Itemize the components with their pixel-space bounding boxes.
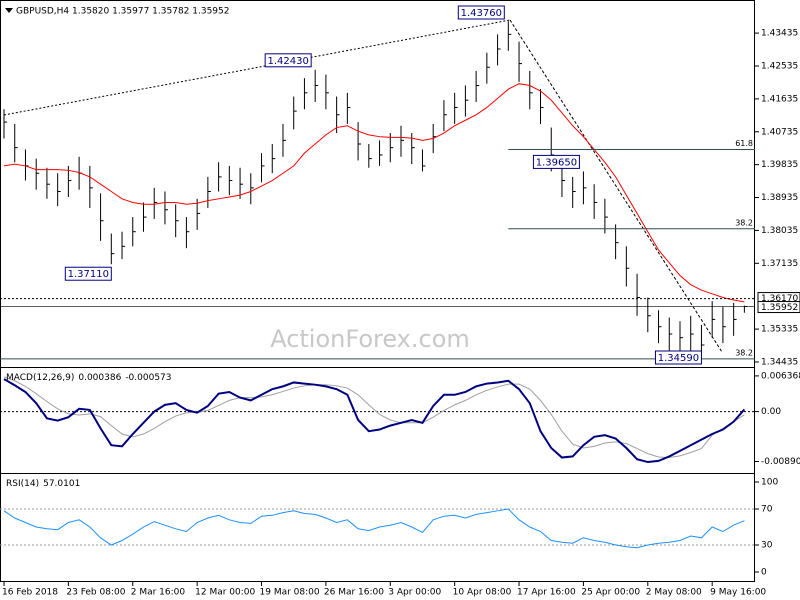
y-tick-label: 100 bbox=[761, 478, 778, 488]
trend-line bbox=[509, 19, 723, 353]
fib-label: 38.2 bbox=[735, 348, 753, 357]
y-tick-label: 70 bbox=[761, 505, 773, 515]
y-tick-label: 30 bbox=[761, 541, 773, 551]
y-tick-label: 0.006368 bbox=[761, 371, 800, 381]
indicator-line bbox=[3, 378, 746, 464]
x-tick-label: 26 Mar 16:00 bbox=[324, 588, 384, 598]
x-tick-label: 3 Apr 00:00 bbox=[388, 588, 441, 598]
x-tick-label: 10 Apr 08:00 bbox=[453, 588, 512, 598]
panel-title-part: -0.000573 bbox=[125, 373, 171, 383]
annotation-box bbox=[654, 350, 702, 365]
header-icon bbox=[5, 8, 13, 13]
indicator-line bbox=[3, 508, 745, 549]
y-tick-label: 1.40735 bbox=[761, 127, 798, 137]
x-tick-label: 2 May 08:00 bbox=[646, 588, 702, 598]
y-tick-label: 1.42535 bbox=[761, 61, 798, 71]
annotation-label: 1.37110 bbox=[68, 269, 109, 280]
x-tick-label: 23 Feb 08:00 bbox=[66, 588, 125, 598]
y-tick-label: 1.38035 bbox=[761, 226, 798, 236]
x-tick-label: 12 Mar 00:00 bbox=[195, 588, 255, 598]
annotation-box bbox=[457, 5, 505, 20]
panel-title-part: 57.0101 bbox=[43, 479, 80, 489]
level-label: 1.36170 bbox=[761, 294, 798, 304]
x-tick-label: 17 Apr 16:00 bbox=[517, 588, 576, 598]
y-tick-label: 1.37135 bbox=[761, 259, 798, 269]
annotation-label: 1.34590 bbox=[658, 353, 699, 364]
panel-title-part: RSI(14) bbox=[6, 479, 39, 489]
y-tick-label: 1.38935 bbox=[761, 193, 798, 203]
y-tick-label: 1.43435 bbox=[761, 29, 798, 39]
panel-title-part: 0.000386 bbox=[78, 373, 121, 383]
current-price-box bbox=[757, 301, 800, 314]
y-tick-label: 1.35335 bbox=[761, 325, 798, 335]
y-tick-label: -0.008903 bbox=[761, 457, 800, 467]
y-tick-label: 1.39835 bbox=[761, 160, 798, 170]
annotation-label: 1.43760 bbox=[461, 8, 502, 19]
annotation-label: 1.39650 bbox=[536, 157, 577, 168]
panel-title-part: MACD(12,26,9) bbox=[6, 373, 74, 383]
watermark: ActionForex.com bbox=[270, 325, 470, 353]
x-tick-label: 16 Feb 2018 bbox=[2, 588, 58, 598]
x-tick-label: 2 Mar 16:00 bbox=[131, 588, 186, 598]
fib-label: 61.8 bbox=[735, 139, 753, 148]
x-tick-label: 25 Apr 00:00 bbox=[581, 588, 640, 598]
moving-average bbox=[3, 83, 745, 303]
annotation-label: 1.42430 bbox=[267, 56, 308, 67]
y-tick-label: 1.34435 bbox=[761, 357, 798, 367]
chart-title: GBPUSD,H4 1.35820 1.35977 1.35782 1.3595… bbox=[16, 7, 229, 17]
annotation-box bbox=[64, 266, 112, 281]
annotation-box bbox=[264, 53, 312, 68]
x-tick-label: 19 Mar 08:00 bbox=[260, 588, 320, 598]
frame bbox=[0, 0, 755, 582]
current-price-label: 1.35952 bbox=[761, 303, 798, 313]
annotation-box bbox=[532, 154, 580, 169]
y-tick-label: 0.00 bbox=[761, 407, 781, 417]
trend-line bbox=[3, 19, 511, 116]
y-tick-label: 1.41635 bbox=[761, 94, 798, 104]
x-tick-label: 9 May 16:00 bbox=[710, 588, 766, 598]
panel-title: RSI(14) 57.0101 bbox=[6, 479, 80, 489]
y-tick-label: 0 bbox=[761, 567, 767, 577]
panel-title: MACD(12,26,9) 0.000386 -0.000573 bbox=[6, 373, 172, 383]
fib-label: 38.2 bbox=[735, 218, 753, 227]
